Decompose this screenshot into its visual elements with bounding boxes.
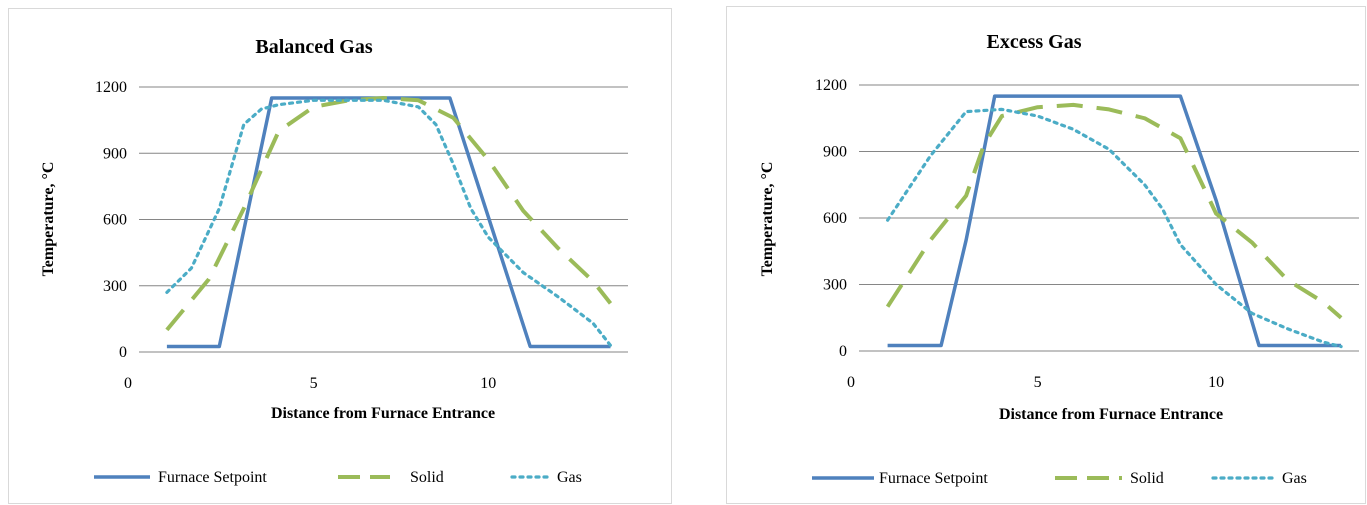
- y-tick-label: 0: [839, 343, 847, 360]
- legend-label: Solid: [410, 469, 444, 486]
- series-line-solid: [885, 102, 1343, 320]
- x-tick-label: 0: [847, 374, 855, 391]
- y-tick-label: 900: [823, 144, 847, 161]
- series-line-gas: [886, 107, 1343, 349]
- y-axis-label: Temperature, °C: [759, 162, 776, 277]
- y-tick-label: 900: [103, 145, 127, 162]
- chart-svg-balanced: 0 300 600 900 1200 0 5 10 Balanced Gas Temperatur…: [40, 36, 628, 486]
- series-line-gas: [165, 98, 613, 347]
- x-axis-label: Distance from Furnace Entrance: [271, 405, 495, 422]
- legend-label: Furnace Setpoint: [158, 469, 267, 486]
- series-line-solid: [165, 96, 613, 332]
- x-axis-label: Distance from Furnace Entrance: [999, 406, 1223, 423]
- y-tick-label: 300: [103, 278, 127, 295]
- series-line-furnace-setpoint: [887, 94, 1342, 348]
- chart-title: Excess Gas: [987, 31, 1082, 53]
- x-tick-label: 10: [480, 375, 496, 392]
- chart-title: Balanced Gas: [255, 36, 372, 58]
- chart-panel-excess: 0 300 600 900 1200 0 5 10 Excess Gas Temperature,…: [724, 0, 1367, 505]
- x-tick-label: 10: [1208, 374, 1224, 391]
- y-tick-label: 1200: [95, 79, 127, 96]
- chart-panel-balanced: 0 300 600 900 1200 0 5 10 Balanced Gas Temperatur…: [0, 0, 672, 505]
- legend-label: Solid: [1130, 470, 1164, 487]
- y-tick-label: 600: [103, 212, 127, 229]
- chart-svg-excess: 0 300 600 900 1200 0 5 10 Excess Gas Temperature,…: [759, 31, 1359, 487]
- legend-label: Gas: [1282, 470, 1307, 487]
- y-tick-label: 300: [823, 277, 847, 294]
- x-tick-label: 5: [310, 375, 318, 392]
- y-tick-label: 600: [823, 210, 847, 227]
- chart-frame: [726, 6, 1366, 504]
- x-tick-label: 5: [1034, 374, 1042, 391]
- y-tick-label: 0: [119, 344, 127, 361]
- chart-frame: [8, 8, 672, 504]
- legend-label: Furnace Setpoint: [879, 470, 988, 487]
- x-tick-label: 0: [124, 375, 132, 392]
- y-tick-label: 1200: [815, 77, 847, 94]
- series-line-furnace-setpoint: [166, 96, 611, 349]
- legend-label: Gas: [557, 469, 582, 486]
- y-axis-label: Temperature, °C: [40, 162, 57, 277]
